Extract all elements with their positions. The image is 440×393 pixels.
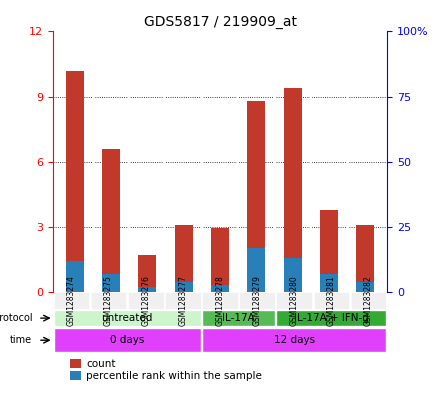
Text: IL-17A: IL-17A (222, 313, 255, 323)
FancyBboxPatch shape (54, 329, 201, 352)
FancyBboxPatch shape (128, 292, 164, 309)
Text: GSM1283281: GSM1283281 (327, 275, 336, 326)
FancyBboxPatch shape (202, 310, 275, 327)
Bar (66, 71, 84, 292)
Text: GSM1283279: GSM1283279 (253, 275, 262, 326)
FancyBboxPatch shape (202, 292, 238, 309)
Text: GSM1283275: GSM1283275 (104, 275, 113, 326)
Text: protocol: protocol (0, 313, 33, 323)
Bar (247, 248, 265, 292)
Bar (247, 101, 265, 292)
Bar (320, 210, 338, 292)
Text: 0 days: 0 days (110, 335, 144, 345)
Bar (320, 274, 338, 292)
FancyBboxPatch shape (351, 292, 386, 309)
Bar (70, 371, 81, 380)
Text: percentile rank within the sample: percentile rank within the sample (86, 371, 262, 380)
Bar (175, 282, 193, 292)
Bar (102, 149, 120, 292)
Text: count: count (86, 359, 116, 369)
FancyBboxPatch shape (276, 310, 386, 327)
Text: time: time (10, 335, 33, 345)
Bar (138, 255, 156, 292)
Text: GSM1283278: GSM1283278 (216, 275, 224, 326)
Bar (175, 225, 193, 292)
FancyBboxPatch shape (91, 292, 126, 309)
Bar (284, 259, 302, 292)
Title: GDS5817 / 219909_at: GDS5817 / 219909_at (143, 15, 297, 29)
FancyBboxPatch shape (276, 292, 312, 309)
FancyBboxPatch shape (54, 292, 89, 309)
Bar (356, 225, 374, 292)
Text: GSM1283274: GSM1283274 (67, 275, 76, 326)
FancyBboxPatch shape (54, 310, 201, 327)
Bar (70, 359, 81, 367)
Bar (66, 261, 84, 292)
FancyBboxPatch shape (314, 292, 349, 309)
Text: 12 days: 12 days (274, 335, 315, 345)
FancyBboxPatch shape (239, 292, 275, 309)
Text: GSM1283276: GSM1283276 (141, 275, 150, 326)
Text: untreated: untreated (102, 313, 153, 323)
Text: GSM1283280: GSM1283280 (290, 275, 299, 326)
FancyBboxPatch shape (202, 329, 386, 352)
Text: GSM1283277: GSM1283277 (178, 275, 187, 326)
Text: IL-17A + IFN-g: IL-17A + IFN-g (294, 313, 369, 323)
FancyBboxPatch shape (165, 292, 201, 309)
Bar (284, 88, 302, 292)
Text: GSM1283282: GSM1283282 (364, 275, 373, 326)
Bar (138, 287, 156, 292)
Bar (356, 282, 374, 292)
Bar (211, 285, 229, 292)
Bar (102, 274, 120, 292)
Bar (211, 228, 229, 292)
